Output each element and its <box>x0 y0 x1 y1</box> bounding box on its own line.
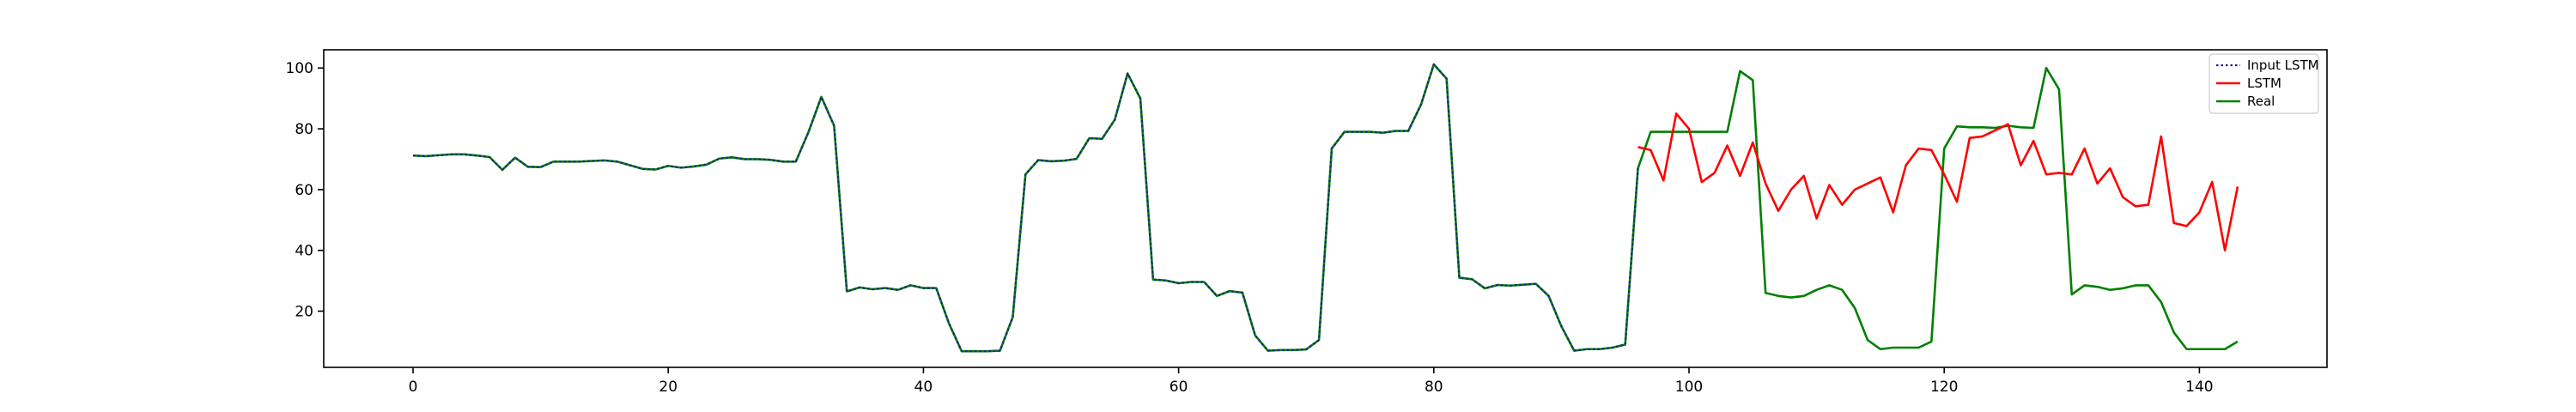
plot-frame <box>323 49 2328 368</box>
x-tick-label: 60 <box>1170 379 1188 396</box>
series-layer <box>412 63 2239 353</box>
y-tick-label: 80 <box>295 121 313 138</box>
x-tick-label: 40 <box>914 379 933 396</box>
x-tick-label: 100 <box>1675 379 1703 396</box>
y-tick-label: 60 <box>295 182 313 199</box>
x-tick-label: 120 <box>1930 379 1958 396</box>
legend: Input LSTM LSTM Real <box>2208 53 2319 114</box>
x-tick-label: 20 <box>659 379 677 396</box>
x-tick-label: 140 <box>2185 379 2213 396</box>
series-line-lstm <box>1637 112 2239 251</box>
y-tick-label: 40 <box>295 243 313 260</box>
axes-layer: 0 20 40 60 80 100 120 140 20 40 60 80 100 <box>286 49 2328 396</box>
series-line-input-lstm <box>412 63 1639 353</box>
x-tick-label: 80 <box>1425 379 1443 396</box>
y-tick-label: 20 <box>295 303 313 320</box>
y-tick-label: 100 <box>286 60 313 77</box>
series-line-real <box>412 63 2239 353</box>
x-tick-label: 0 <box>409 379 418 396</box>
legend-label-lstm: LSTM <box>2247 76 2281 91</box>
legend-label-real: Real <box>2247 94 2275 109</box>
legend-box <box>2208 53 2319 114</box>
legend-label-input-lstm: Input LSTM <box>2247 58 2319 73</box>
